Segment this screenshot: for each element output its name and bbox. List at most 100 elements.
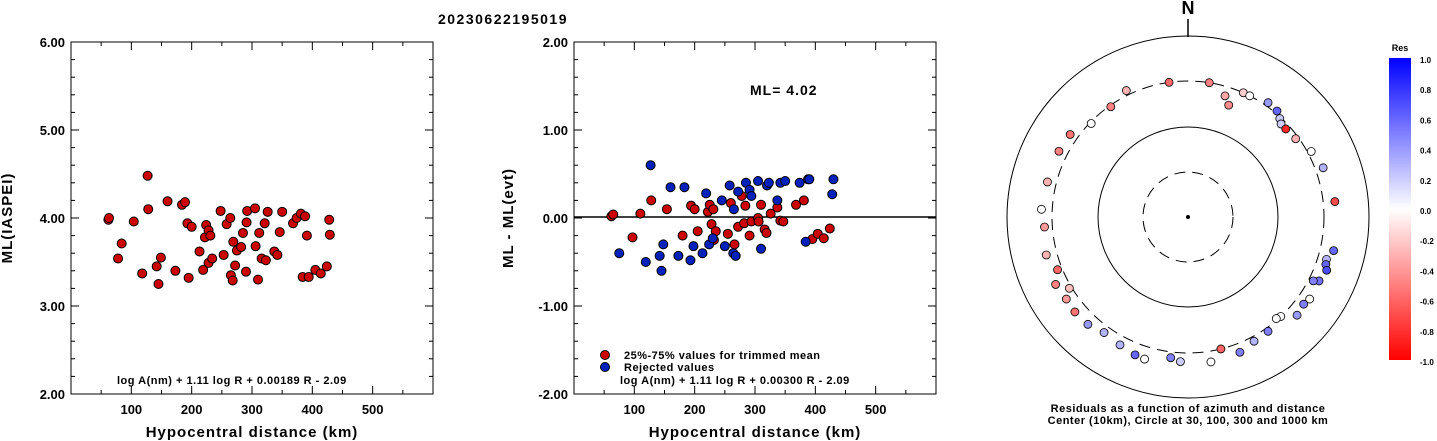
- data-point: [170, 265, 181, 276]
- data-point: [253, 274, 264, 285]
- trimmed-point: [689, 204, 700, 215]
- trimmed-point: [791, 199, 802, 210]
- station-marker: [1053, 265, 1062, 275]
- station-marker: [1130, 350, 1140, 360]
- legend-marker-trimmed: [600, 350, 610, 360]
- station-marker: [1249, 336, 1259, 346]
- trimmed-point: [740, 200, 751, 211]
- trimmed-point: [729, 239, 740, 250]
- trimmed-point: [708, 204, 719, 215]
- colorbar-tick-label: 0.0: [1420, 207, 1432, 216]
- x-tick-label: 500: [362, 402, 384, 417]
- y-tick-label: -2.00: [538, 387, 568, 402]
- colorbar-tick-label: -0.4: [1420, 267, 1434, 276]
- station-marker: [1099, 328, 1109, 337]
- data-point: [194, 246, 205, 257]
- legend-marker-rejected: [600, 362, 610, 372]
- rejected-point: [679, 182, 690, 193]
- station-marker: [1220, 91, 1230, 101]
- station-marker: [1322, 265, 1332, 275]
- y-tick-label: -1.00: [538, 299, 568, 314]
- station-marker: [1166, 353, 1176, 363]
- station-marker: [1070, 307, 1080, 317]
- station-marker: [1329, 246, 1339, 256]
- x-tick-label: 500: [865, 402, 887, 417]
- trimmed-point: [635, 208, 646, 219]
- station-marker: [1121, 86, 1131, 95]
- rejected-point: [707, 233, 718, 244]
- y-tick-label: 3.00: [40, 299, 65, 314]
- station-marker: [1176, 357, 1185, 367]
- rejected-point: [614, 248, 625, 259]
- y-tick-label: 0.00: [543, 211, 568, 226]
- rejected-point: [654, 250, 665, 261]
- rejected-point: [645, 160, 656, 171]
- data-point: [183, 272, 194, 283]
- rejected-point: [724, 180, 735, 191]
- rejected-point: [688, 241, 699, 252]
- station-marker: [1271, 314, 1281, 323]
- trimmed-point: [661, 204, 672, 215]
- data-point: [260, 255, 271, 266]
- plot2-ylabel: ML - ML(evt): [500, 168, 517, 268]
- station-marker: [1164, 77, 1174, 87]
- residual-colorbar: Res 1.0 0.8 0.6 0.4 0.2 0.0 -0.2 -0.4 -0.6 -0.8 -1…: [1389, 43, 1434, 367]
- y-tick-label: 2.00: [543, 35, 568, 50]
- rejected-point: [753, 176, 764, 187]
- trimmed-point: [722, 228, 733, 239]
- station-marker: [1224, 100, 1234, 110]
- station-marker: [1299, 299, 1309, 309]
- data-point: [180, 197, 191, 208]
- legend-label-rejected: Rejected values: [624, 362, 715, 374]
- plot1-xlabel: Hypocentral distance (km): [146, 424, 359, 441]
- azimuth-residual-plot: N Residuals as a function of azimuth and…: [1006, 0, 1370, 427]
- x-tick-label: 200: [181, 402, 203, 417]
- trimmed-point: [677, 230, 688, 241]
- rejected-point: [658, 239, 669, 250]
- data-point: [207, 253, 218, 264]
- residual-vs-distance-plot: 100 200 300 400 500 -2.00 -1.00 0.00 1.00 2.00 ML…: [500, 35, 937, 441]
- station-marker: [1263, 326, 1273, 336]
- rejected-point: [733, 186, 744, 197]
- station-marker: [1083, 319, 1093, 329]
- rejected-point: [772, 195, 783, 206]
- data-point: [218, 249, 229, 260]
- colorbar-tick-label: -0.2: [1420, 237, 1434, 246]
- y-tick-label: 2.00: [40, 387, 65, 402]
- station-marker: [1235, 347, 1245, 357]
- station-marker: [1245, 91, 1255, 101]
- data-point: [300, 211, 311, 222]
- rejected-point: [640, 257, 651, 267]
- colorbar-tick-label: 0.2: [1420, 177, 1432, 186]
- data-point: [143, 204, 154, 215]
- data-point: [227, 275, 238, 286]
- station-marker: [1065, 130, 1075, 139]
- trimmed-point: [824, 223, 835, 234]
- data-point: [301, 230, 312, 241]
- polar-caption-2: Center (10km), Circle at 30, 100, 300 an…: [1048, 415, 1329, 427]
- x-tick-label: 200: [684, 402, 706, 417]
- trimmed-point: [798, 195, 809, 206]
- station-marker: [1204, 78, 1214, 88]
- data-point: [240, 266, 251, 277]
- y-tick-label: 5.00: [40, 123, 65, 138]
- data-point: [277, 206, 288, 217]
- trimmed-point: [818, 233, 829, 244]
- data-point: [315, 268, 326, 279]
- data-point: [228, 236, 239, 247]
- data-point: [241, 217, 252, 228]
- rejected-point: [763, 177, 774, 188]
- data-point: [324, 214, 335, 225]
- station-marker: [1115, 340, 1125, 350]
- plot2-xlabel: Hypocentral distance (km): [649, 424, 862, 441]
- station-marker: [1318, 163, 1328, 173]
- colorbar-tick-label: -0.8: [1420, 328, 1434, 337]
- data-point: [237, 227, 248, 238]
- data-point: [198, 264, 209, 275]
- circle-1000km: [1006, 35, 1370, 399]
- rejected-point: [780, 176, 791, 187]
- station-marker: [1106, 102, 1116, 112]
- data-point: [254, 227, 265, 238]
- colorbar-title: Res: [1392, 43, 1409, 53]
- north-label: N: [1182, 0, 1195, 18]
